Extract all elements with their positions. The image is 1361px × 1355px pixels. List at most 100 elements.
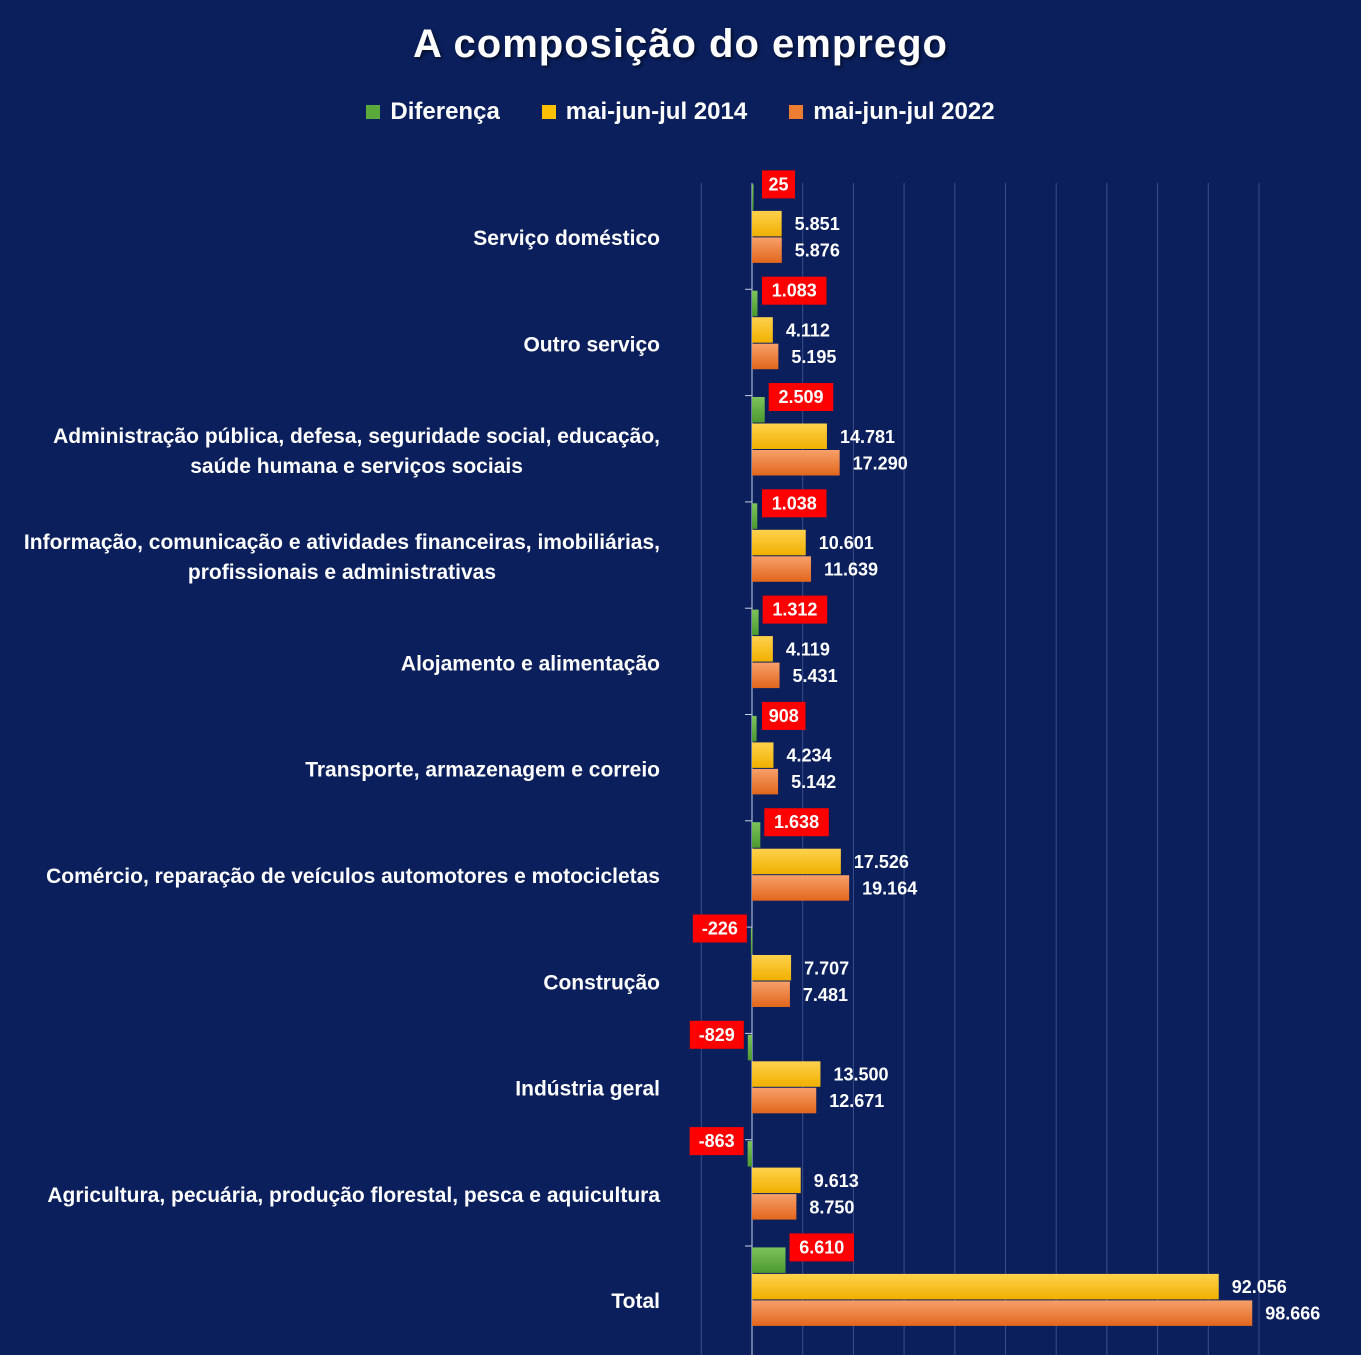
bar-y2014 (752, 529, 806, 556)
bar-y2022 (752, 237, 782, 263)
diff-data-label: 25 (768, 174, 788, 194)
bar-data-label-y2022: 12.671 (829, 1091, 884, 1111)
bar-y2022 (752, 662, 780, 689)
bar-y2022 (752, 556, 812, 582)
legend-label-2022: mai-jun-jul 2022 (813, 98, 995, 125)
category-label: Comércio, reparação de veículos automoto… (46, 865, 660, 888)
bar-y2014 (752, 1061, 821, 1087)
bar-y2014 (752, 317, 773, 343)
diff-data-label: 6.610 (799, 1237, 844, 1257)
bar-y2022 (752, 981, 790, 1007)
category-label: Outro serviço (523, 333, 660, 356)
bar-data-label-y2014: 4.234 (786, 746, 831, 766)
bar-data-label-y2022: 17.290 (853, 453, 908, 473)
bar-y2022 (752, 1087, 817, 1114)
bar-data-label-y2022: 5.142 (791, 772, 836, 792)
bar-diff (752, 715, 757, 742)
bar-diff (752, 397, 765, 423)
category-label: Informação, comunicação e atividades fin… (24, 531, 660, 554)
bar-y2014 (752, 1167, 801, 1194)
bar-data-label-y2022: 11.639 (824, 560, 878, 580)
diff-label-box (762, 701, 806, 730)
bar-diff (752, 503, 758, 529)
bar-data-label-y2014: 4.112 (786, 320, 830, 340)
bar-y2014 (752, 742, 774, 768)
bar-data-label-y2014: 17.526 (854, 852, 909, 872)
legend: Diferença mai-jun-jul 2014 mai-jun-jul 2… (0, 98, 1361, 126)
diff-label-box (689, 1127, 744, 1156)
diff-data-label: 2.509 (778, 387, 823, 407)
category-label: Indústria geral (515, 1078, 660, 1101)
diff-data-label: 1.638 (774, 812, 819, 832)
diff-label-box (768, 383, 834, 411)
bar-y2022 (752, 875, 850, 901)
diff-label-box (762, 276, 827, 305)
gridlines (700, 183, 1260, 1355)
bar-y2014 (752, 210, 782, 237)
bar-data-label-y2014: 9.613 (814, 1171, 859, 1191)
bar-y2014 (752, 636, 773, 662)
bar-y2022 (752, 768, 779, 795)
bar-data-label-y2022: 5.195 (791, 347, 836, 367)
chart-title: A composição do emprego (413, 22, 948, 66)
diff-label-box (689, 1020, 744, 1049)
bar-diff (752, 1247, 786, 1273)
bar-data-label-y2014: 92.056 (1232, 1277, 1287, 1297)
bar-y2022 (752, 343, 779, 370)
bar-diff (752, 609, 759, 636)
diff-data-label: 1.083 (772, 281, 817, 301)
category-label: Administração pública, defesa, seguridad… (53, 425, 660, 448)
bar-data-label-y2022: 98.666 (1265, 1304, 1320, 1324)
bar-data-label-y2022: 7.481 (803, 985, 848, 1005)
diff-data-label: -829 (699, 1025, 735, 1045)
bar-data-label-y2022: 19.164 (862, 878, 917, 898)
diff-label-box (762, 170, 795, 199)
bar-diff (752, 184, 754, 210)
category-label: Alojamento e alimentação (401, 652, 660, 675)
diff-data-label: -863 (699, 1131, 735, 1151)
legend-swatch-2014 (541, 105, 556, 119)
diff-data-label: 908 (769, 706, 799, 726)
bar-y2014 (752, 1273, 1219, 1300)
bar-data-label-y2014: 10.601 (819, 533, 874, 553)
bar-diff (747, 1141, 752, 1167)
legend-swatch-2022 (789, 105, 804, 119)
bar-diff (752, 290, 758, 317)
bar-data-label-y2014: 14.781 (840, 427, 895, 447)
bar-data-label-y2014: 13.500 (833, 1065, 888, 1085)
bar-data-label-y2014: 7.707 (804, 958, 849, 978)
legend-item-diferenca[interactable]: Diferença (366, 98, 500, 126)
category-label: saúde humana e serviços sociais (190, 455, 523, 478)
bar-y2014 (752, 848, 841, 875)
bar-y2014 (752, 423, 827, 449)
diff-label-box (692, 914, 747, 943)
category-label: Serviço doméstico (473, 227, 660, 250)
bar-data-label-y2014: 4.119 (786, 639, 830, 659)
legend-label-diferenca: Diferença (390, 98, 500, 125)
category-label: Agricultura, pecuária, produção floresta… (47, 1184, 660, 1207)
bar-y2022 (752, 1194, 797, 1220)
diff-label-box (789, 1233, 855, 1262)
bar-data-label-y2022: 8.750 (809, 1197, 854, 1217)
bar-data-label-y2022: 5.431 (793, 666, 838, 686)
diff-data-label: -226 (702, 919, 738, 939)
diff-label-box (764, 808, 829, 837)
category-label: Construção (543, 971, 660, 994)
legend-label-2014: mai-jun-jul 2014 (565, 98, 748, 125)
bar-diff (750, 928, 753, 954)
category-label: Total (611, 1290, 660, 1313)
category-label: profissionais e administrativas (188, 561, 496, 584)
legend-item-2014[interactable]: mai-jun-jul 2014 (541, 98, 748, 126)
bar-data-label-y2022: 5.876 (795, 241, 840, 261)
bar-diff (747, 1034, 752, 1061)
category-label: Transporte, armazenagem e correio (305, 759, 660, 782)
bar-y2022 (752, 1300, 1253, 1326)
diff-data-label: 1.038 (772, 493, 817, 513)
bar-diff (752, 822, 761, 848)
diff-label-box (762, 595, 828, 624)
legend-item-2022[interactable]: mai-jun-jul 2022 (789, 98, 995, 126)
diff-data-label: 1.312 (772, 600, 817, 620)
bar-y2022 (752, 450, 840, 476)
